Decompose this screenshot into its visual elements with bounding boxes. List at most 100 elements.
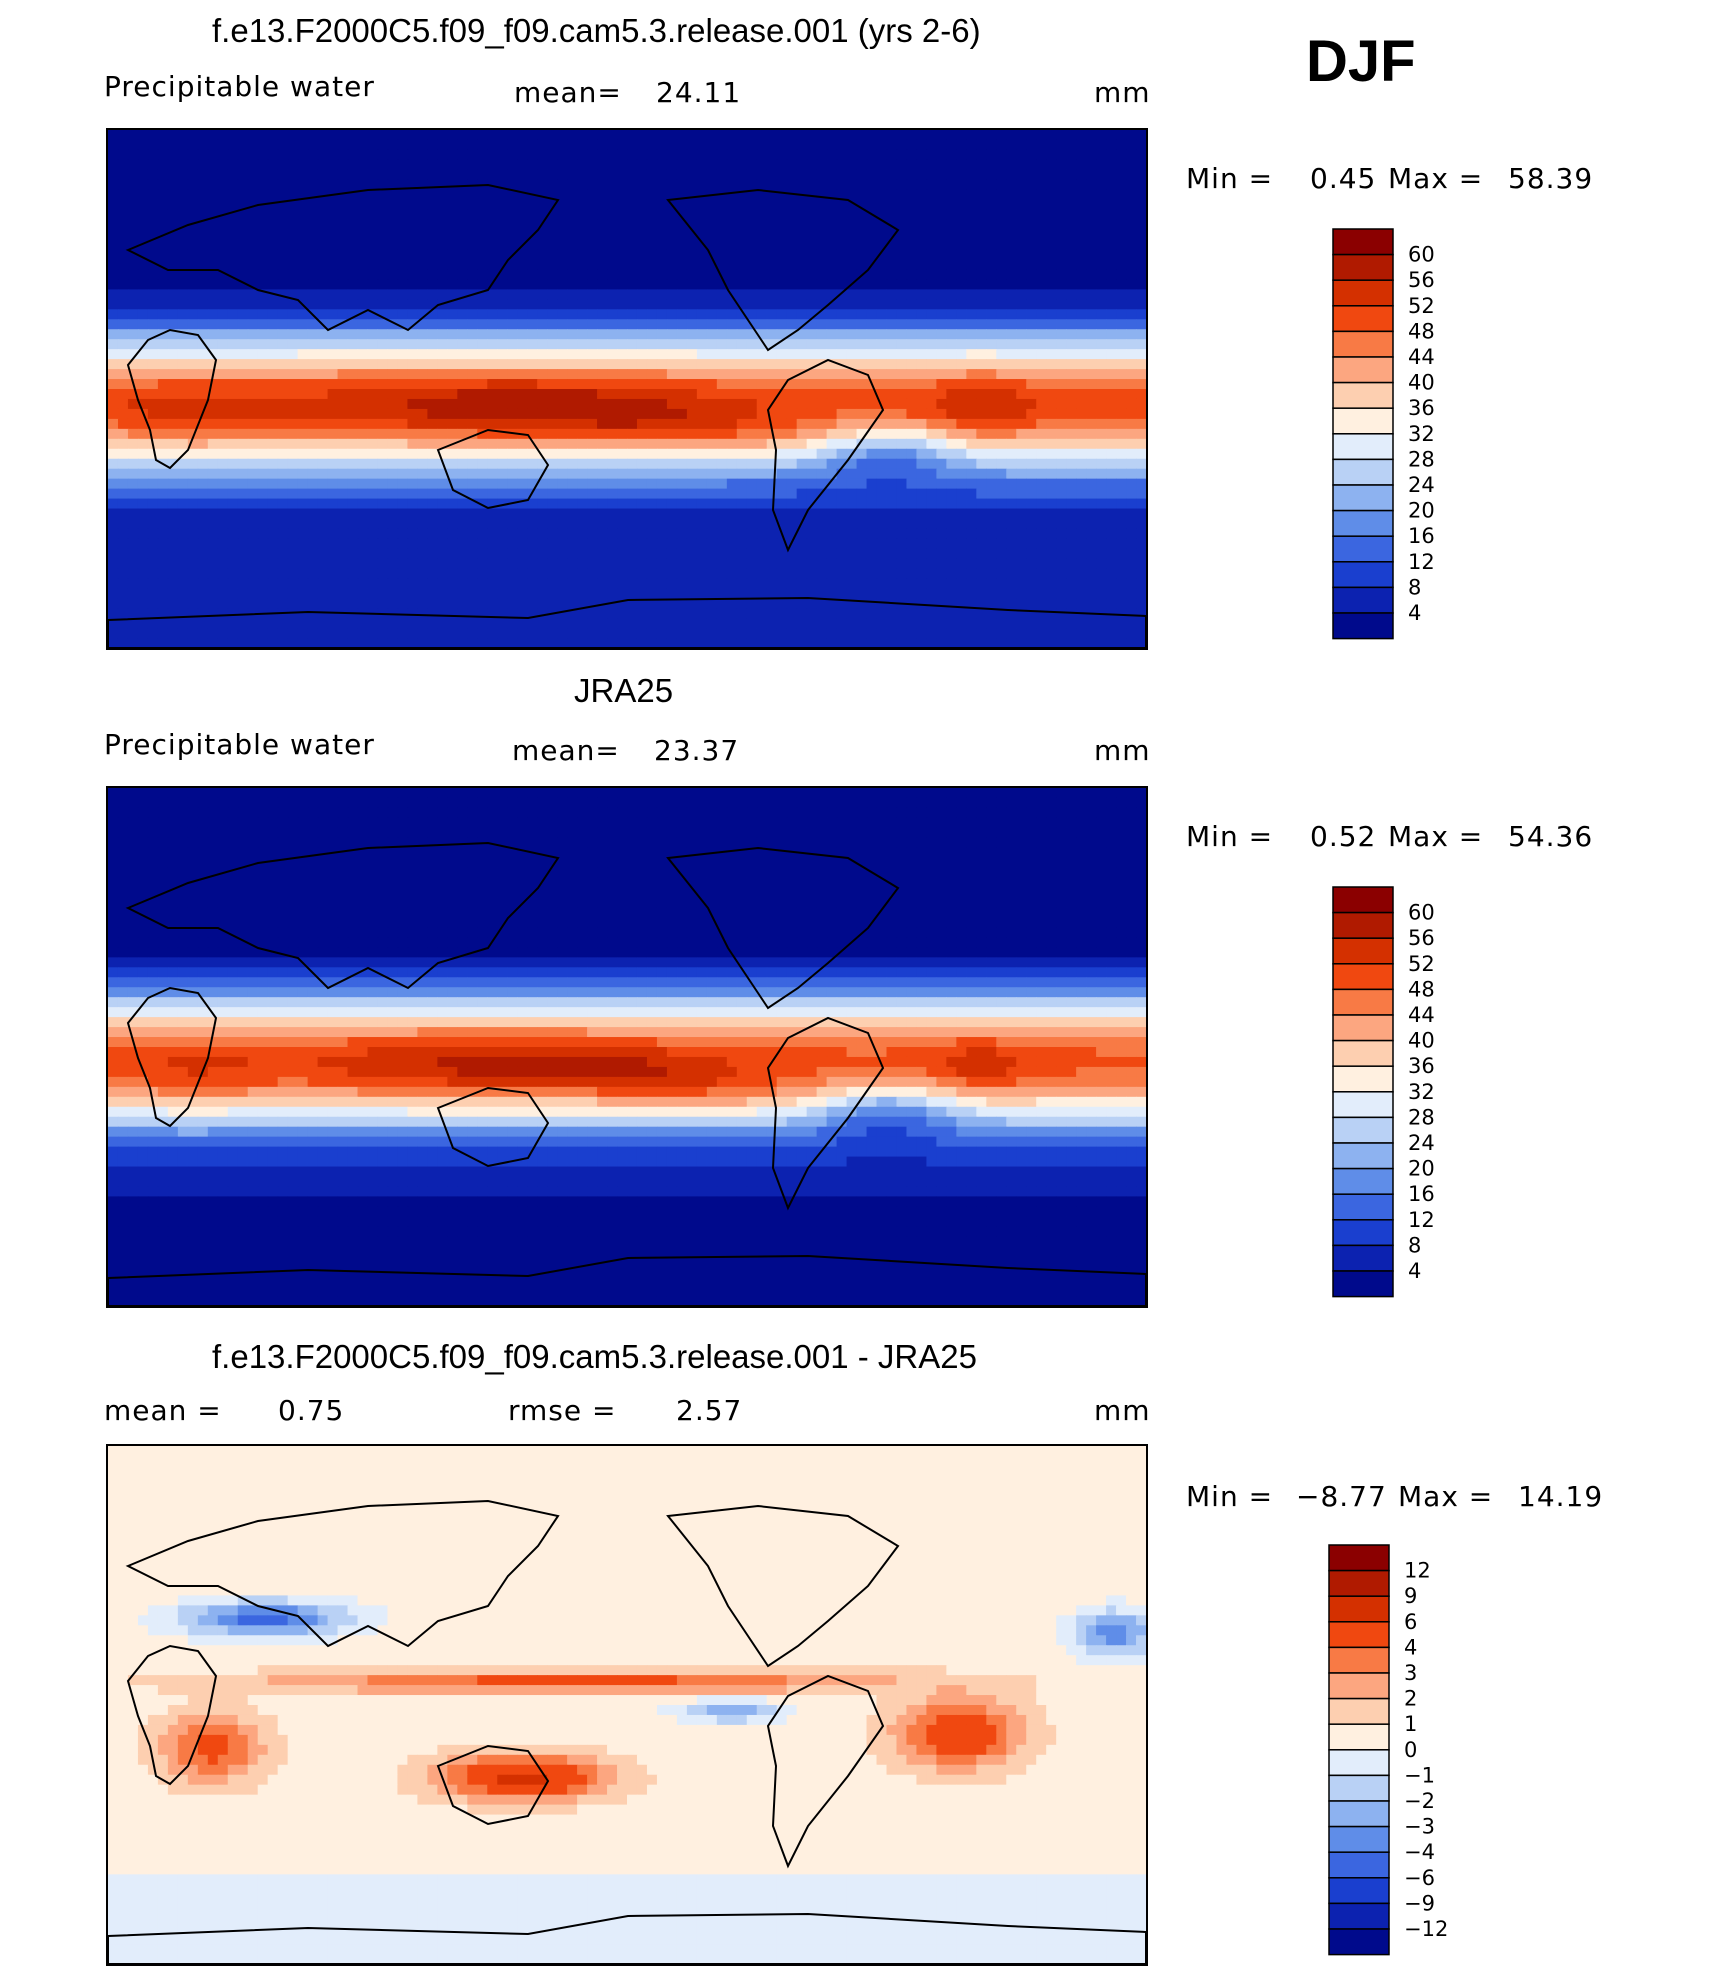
colorbar-swatch	[1328, 1877, 1390, 1905]
colorbar-swatch	[1332, 1039, 1394, 1067]
colorbar-swatch	[1332, 886, 1394, 914]
colorbar-swatch	[1332, 561, 1394, 589]
colorbar-swatch	[1332, 253, 1394, 281]
colorbar-tick-label: −12	[1404, 1917, 1448, 1941]
colorbar-swatch	[1332, 484, 1394, 512]
panel3-max-value: 14.19	[1518, 1480, 1604, 1513]
colorbar-swatch	[1332, 458, 1394, 486]
colorbar-swatch	[1328, 1595, 1390, 1623]
colorbar-tick-label: 20	[1408, 1157, 1435, 1181]
panel3-min-label: Min =	[1186, 1480, 1274, 1513]
colorbar-tick-label: 0	[1404, 1738, 1417, 1762]
colorbar-swatch	[1328, 1569, 1390, 1597]
colorbar-swatch	[1332, 305, 1394, 333]
colorbar-tick-label: 48	[1408, 319, 1435, 343]
colorbar-swatch	[1332, 1116, 1394, 1144]
colorbar-swatch	[1332, 356, 1394, 384]
colorbar-swatch	[1332, 911, 1394, 939]
colorbar-tick-label: 24	[1408, 473, 1435, 497]
coastline	[125, 1499, 560, 1648]
colorbar-tick-label: 32	[1408, 1080, 1435, 1104]
colorbar-tick-label: −3	[1404, 1815, 1435, 1839]
colorbar-swatch	[1328, 1544, 1390, 1572]
panel2-max-value: 54.36	[1508, 820, 1594, 853]
colorbar-swatch	[1328, 1928, 1390, 1956]
colorbar-swatch	[1332, 1167, 1394, 1195]
panel3-mean-label: mean =	[104, 1394, 222, 1427]
season-label: DJF	[1306, 29, 1416, 94]
field-cells	[108, 130, 1146, 648]
colorbar-tick-label: 9	[1404, 1584, 1417, 1608]
colorbar-swatch	[1328, 1749, 1390, 1777]
colorbar-swatch	[1332, 407, 1394, 435]
colorbar-swatch	[1332, 612, 1394, 640]
colorbar-tick-label: 12	[1408, 1208, 1435, 1232]
colorbar-swatch	[1332, 279, 1394, 307]
panel1-mean-value: 24.11	[656, 76, 742, 109]
colorbar-swatch	[1332, 1219, 1394, 1247]
coastline	[126, 1644, 218, 1786]
colorbar-tick-label: 16	[1408, 524, 1435, 548]
coastline	[108, 596, 1146, 648]
colorbar-tick-label: 20	[1408, 499, 1435, 523]
colorbar-tick-label: −1	[1404, 1763, 1435, 1787]
colorbar-tick-label: 60	[1408, 243, 1435, 267]
panel2-max-label: Max =	[1388, 820, 1484, 853]
coastline	[666, 846, 900, 1010]
colorbar-swatch	[1332, 228, 1394, 256]
coastline	[108, 1912, 1146, 1964]
colorbar-swatch	[1328, 1621, 1390, 1649]
colorbar-tick-label: −9	[1404, 1891, 1435, 1915]
panel1-title: f.e13.F2000C5.f09_f09.cam5.3.release.001…	[212, 12, 981, 49]
colorbar-swatch	[1332, 1142, 1394, 1170]
colorbar-tick-label: −4	[1404, 1840, 1435, 1864]
panel2-mean-value: 23.37	[654, 734, 740, 767]
coastline	[766, 358, 885, 553]
colorbar-tick-label: 4	[1404, 1635, 1417, 1659]
colorbar-swatch	[1332, 1244, 1394, 1272]
colorbar-tick-label: 16	[1408, 1182, 1435, 1206]
colorbar-swatch	[1332, 586, 1394, 614]
field-cells	[108, 1446, 1146, 1964]
colorbar-swatch	[1332, 509, 1394, 537]
colorbar-tick-label: 56	[1408, 926, 1435, 950]
colorbar-tick-label: 36	[1408, 396, 1435, 420]
colorbar-tick-label: 40	[1408, 371, 1435, 395]
colorbar-tick-label: 44	[1408, 1003, 1435, 1027]
panel3-map	[106, 1444, 1148, 1966]
colorbar-swatch	[1332, 963, 1394, 991]
panel2-units: mm	[1094, 734, 1151, 767]
colorbar-swatch	[1332, 988, 1394, 1016]
colorbar-swatch	[1328, 1902, 1390, 1930]
colorbar-swatch	[1328, 1774, 1390, 1802]
panel3-colorbar: 12 9 6 4 3 2 1 0 −1 −2 −3 −4 −6 −9 −12	[1328, 1544, 1468, 1963]
panel1-variable-label: Precipitable water	[104, 70, 375, 103]
colorbar-swatch	[1332, 535, 1394, 563]
panel1-max-value: 58.39	[1508, 162, 1594, 195]
colorbar-swatch	[1332, 937, 1394, 965]
colorbar-tick-label: 56	[1408, 268, 1435, 292]
panel1-colorbar: 60 56 52 48 44 40 36 32 28 24 20 16 12 8 4	[1332, 228, 1472, 647]
panel3-units: mm	[1094, 1394, 1151, 1427]
colorbar-swatch	[1328, 1672, 1390, 1700]
colorbar-tick-label: 36	[1408, 1054, 1435, 1078]
coastline	[108, 1254, 1146, 1306]
colorbar-tick-label: 1	[1404, 1712, 1417, 1736]
coastline	[666, 188, 900, 352]
panel2-title: JRA25	[574, 672, 674, 709]
colorbar-tick-label: 48	[1408, 977, 1435, 1001]
colorbar-swatch	[1332, 330, 1394, 358]
colorbar-swatch	[1328, 1723, 1390, 1751]
colorbar-swatch	[1332, 433, 1394, 461]
panel3-rmse-value: 2.57	[676, 1394, 743, 1427]
panel2-map	[106, 786, 1148, 1308]
colorbar-swatch	[1332, 1065, 1394, 1093]
colorbar-tick-label: 28	[1408, 447, 1435, 471]
colorbar-tick-label: 4	[1408, 1259, 1421, 1283]
colorbar-tick-label: 4	[1408, 601, 1421, 625]
colorbar-swatch	[1332, 1270, 1394, 1298]
coastline	[436, 428, 550, 510]
colorbar-swatch	[1332, 1193, 1394, 1221]
panel2-mean-label: mean=	[512, 734, 620, 767]
panel2-variable-label: Precipitable water	[104, 728, 375, 761]
